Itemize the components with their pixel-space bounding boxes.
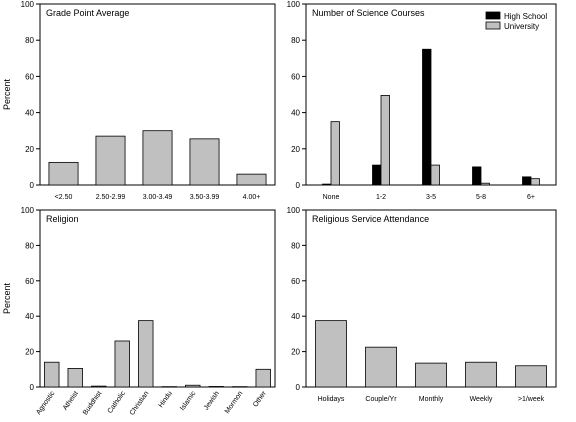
x-tick-label: None — [323, 194, 340, 201]
bar-university-1 — [330, 121, 340, 186]
x-tick-label: 3.00-3.49 — [143, 194, 173, 201]
bar-university-4 — [480, 182, 490, 186]
bar-10 — [255, 368, 271, 388]
bar-7 — [185, 384, 201, 388]
bar-high-school-3 — [422, 48, 432, 186]
bar-high-school-5 — [522, 176, 532, 186]
x-tick-label: Monthly — [419, 396, 444, 403]
y-tick-label: 0 — [30, 181, 35, 190]
bar-1 — [44, 361, 60, 388]
y-tick-label: 80 — [291, 241, 300, 250]
x-tick-label: Weekly — [470, 396, 493, 403]
y-tick-label: 100 — [287, 206, 301, 215]
bar-2 — [95, 135, 126, 186]
x-tick-label: Other — [252, 390, 268, 409]
y-tick-label: 20 — [25, 348, 34, 357]
x-tick-label: Holidays — [318, 396, 345, 403]
x-tick-label: Atheist — [62, 390, 80, 412]
bar-5 — [236, 173, 267, 186]
x-tick-label: 6+ — [527, 194, 535, 201]
x-tick-label: 3-5 — [426, 194, 436, 201]
bar-high-school-4 — [472, 166, 482, 186]
y-tick-label: 100 — [21, 0, 35, 9]
bar-high-school-2 — [372, 164, 382, 186]
y-axis-label: Percent — [2, 282, 12, 314]
bar-university-3 — [430, 164, 440, 186]
bar-8 — [208, 386, 224, 388]
bar-6 — [161, 386, 177, 388]
y-tick-label: 60 — [291, 72, 300, 81]
legend-label: High School — [504, 12, 547, 21]
x-tick-label: 2.50-2.99 — [96, 194, 126, 201]
y-tick-label: 40 — [291, 312, 300, 321]
x-tick-label: Agnostic — [35, 390, 56, 416]
y-tick-label: 0 — [296, 383, 301, 392]
y-tick-label: 100 — [21, 206, 35, 215]
x-tick-label: Couple/Yr — [365, 396, 397, 403]
x-tick-label: 5-8 — [476, 194, 486, 201]
x-tick-label: Catholic — [107, 390, 128, 415]
bar-3 — [91, 385, 107, 388]
y-tick-label: 0 — [296, 181, 301, 190]
chart-panel-3: 0 20 40 60 80 100 Percent Religion Agnostic Athei… — [2, 206, 276, 417]
x-tick-label: Islamic — [179, 390, 198, 412]
y-tick-label: 40 — [291, 109, 300, 118]
y-tick-label: 20 — [25, 145, 34, 154]
bar-5 — [138, 320, 154, 388]
y-tick-label: 80 — [291, 36, 300, 45]
bar-5 — [515, 365, 547, 388]
chart-panel-1: 0 20 40 60 80 100 Percent Grade Point Average <2… — [2, 0, 276, 201]
bar-high-school-1 — [322, 183, 332, 186]
bar-9 — [232, 386, 248, 388]
y-tick-label: 60 — [25, 72, 34, 81]
y-tick-label: 20 — [291, 348, 300, 357]
y-tick-label: 40 — [25, 109, 34, 118]
chart-panel-2: 0 20 40 60 80 100 Number of Science Courses Non… — [287, 0, 557, 201]
y-tick-label: 80 — [25, 36, 34, 45]
y-tick-label: 60 — [291, 277, 300, 286]
x-tick-label: Hindu — [158, 390, 174, 409]
bar-3 — [415, 362, 447, 388]
plot-frame — [39, 209, 276, 388]
x-tick-label: Christian — [129, 390, 151, 417]
y-tick-label: 40 — [25, 312, 34, 321]
x-tick-label: >1/week — [518, 396, 545, 403]
bar-4 — [189, 138, 220, 186]
legend-swatch — [485, 21, 501, 30]
y-tick-label: 100 — [287, 0, 301, 9]
x-tick-label: Jewish — [203, 390, 221, 412]
bar-3 — [142, 130, 173, 186]
chart-title: Religion — [46, 214, 79, 224]
legend-label: University — [504, 22, 539, 31]
x-tick-label: Buddhist — [82, 390, 103, 416]
x-tick-label: 1-2 — [376, 194, 386, 201]
x-tick-label: Mormon — [224, 390, 245, 415]
bar-2 — [67, 368, 83, 388]
chart-panel-4: 0 20 40 60 80 100 Religious Service Attendance… — [287, 206, 557, 403]
x-tick-label: 3.50-3.99 — [190, 194, 220, 201]
chart-title: Grade Point Average — [46, 8, 129, 18]
y-tick-label: 20 — [291, 145, 300, 154]
bar-4 — [465, 361, 497, 388]
chart-title: Religious Service Attendance — [312, 214, 429, 224]
bar-4 — [114, 340, 130, 388]
bar-university-2 — [380, 95, 390, 186]
y-axis-label: Percent — [2, 78, 12, 110]
x-tick-label: 4.00+ — [243, 194, 261, 201]
y-tick-label: 60 — [25, 277, 34, 286]
legend-swatch — [485, 11, 501, 20]
chart-title: Number of Science Courses — [312, 8, 425, 18]
y-tick-label: 80 — [25, 241, 34, 250]
bar-1 — [315, 320, 347, 388]
bar-2 — [365, 346, 397, 388]
bar-university-5 — [530, 178, 540, 186]
bar-1 — [48, 161, 79, 186]
x-tick-label: <2.50 — [55, 194, 73, 201]
y-tick-label: 0 — [30, 383, 35, 392]
